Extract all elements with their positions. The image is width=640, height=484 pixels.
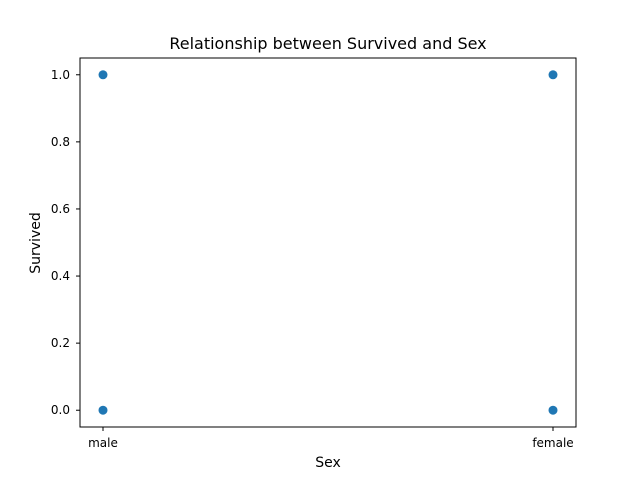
plot-area <box>79 57 577 428</box>
data-points <box>98 70 558 415</box>
y-axis-label: Survived <box>28 212 44 273</box>
x-axis-label: Sex <box>315 455 341 471</box>
y-tick-label: 0.0 <box>51 403 70 417</box>
y-tick-label: 0.8 <box>51 135 70 149</box>
y-tick-label: 1.0 <box>51 68 70 82</box>
scatter-point <box>548 405 558 415</box>
scatter-point <box>548 70 558 80</box>
x-tick-label: female <box>532 436 573 450</box>
y-tick-label: 0.6 <box>51 202 70 216</box>
chart-title: Relationship between Survived and Sex <box>169 34 486 53</box>
scatter-point <box>98 405 108 415</box>
y-tick-label: 0.2 <box>51 336 70 350</box>
x-tick-label: male <box>88 436 118 450</box>
y-tick-label: 0.4 <box>51 269 70 283</box>
scatter-point <box>98 70 108 80</box>
x-axis: male female <box>88 427 574 450</box>
y-axis: 0.0 0.2 0.4 0.6 0.8 1.0 <box>51 68 80 417</box>
